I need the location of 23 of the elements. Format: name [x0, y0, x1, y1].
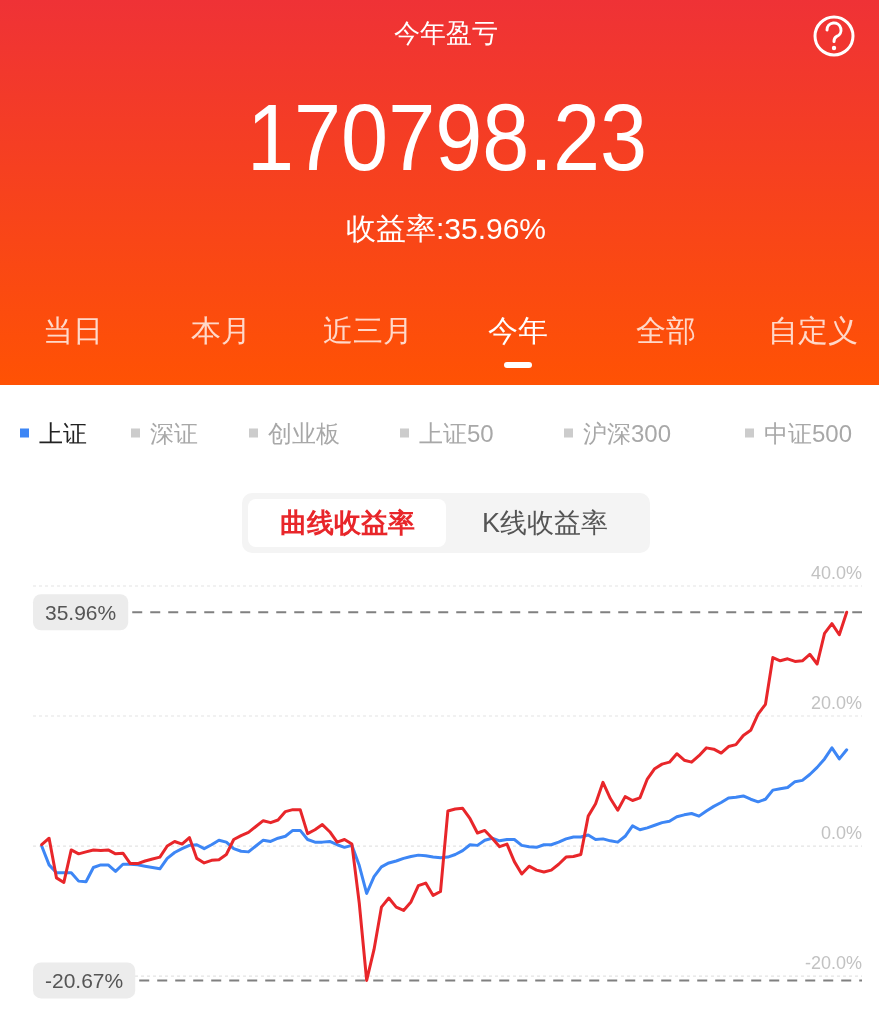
- legend-label: 上证: [39, 419, 87, 447]
- annotation: 本月: [191, 313, 251, 347]
- ref-line-label: 35.96%: [45, 600, 117, 624]
- annotation: 全部: [636, 313, 696, 347]
- annotation: 近三月: [323, 313, 413, 347]
- annotation: 当日: [43, 313, 103, 347]
- y-tick-label: 40.0%: [810, 563, 862, 583]
- annotation: 创业板: [268, 419, 340, 447]
- annotation: 沪深300: [583, 419, 672, 447]
- annotation: K线收益率: [482, 508, 608, 538]
- annotation: 曲线收益率: [279, 508, 415, 538]
- annotation: 自定义: [768, 313, 858, 347]
- title: 今年盈亏: [394, 18, 498, 48]
- y-tick-label: -20.0%: [804, 953, 862, 974]
- annotation: 中证500: [764, 419, 853, 447]
- annotation: 170798.23: [247, 84, 692, 190]
- y-tick-label: 20.0%: [810, 693, 862, 713]
- y-tick-label: 0.0%: [820, 823, 862, 844]
- ref-line-label: -20.67%: [45, 968, 124, 992]
- annotation: 上证50: [419, 419, 494, 447]
- annotation: 今年: [488, 313, 548, 347]
- annotation: 收益率:35.96%: [345, 211, 547, 245]
- annotation: 深证: [150, 419, 198, 447]
